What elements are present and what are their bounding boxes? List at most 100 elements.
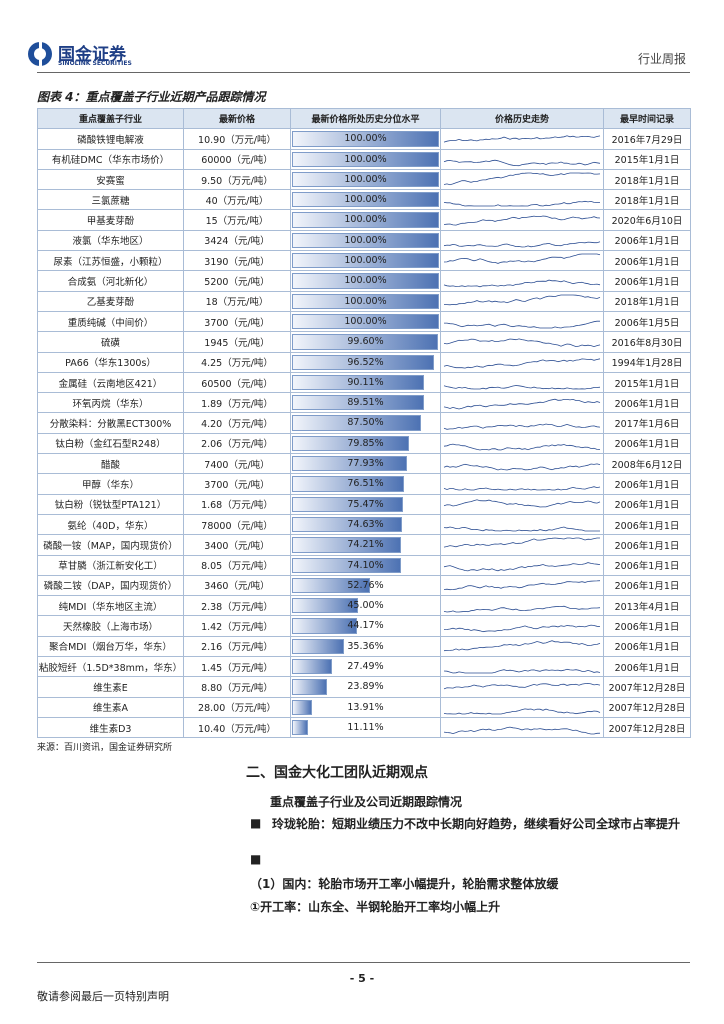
trend-cell: [440, 615, 604, 637]
sparkline: [443, 172, 601, 186]
percentile-cell: 100.00%: [290, 229, 441, 252]
percentile-bar: [292, 516, 402, 533]
sparkline: [443, 253, 601, 265]
percentile-cell: 11.11%: [290, 716, 441, 739]
sparkline-path: [443, 499, 601, 508]
name-cell: 聚合MDI（烟台万华，华东）: [37, 635, 184, 658]
percentile-bar: [292, 699, 313, 715]
date-cell: 2007年12月28日: [603, 676, 691, 698]
trend-cell: [440, 595, 604, 617]
sparkline: [443, 486, 601, 491]
percentile-label: 11.11%: [347, 721, 384, 733]
price-cell: 2.16（万元/吨）: [183, 635, 291, 658]
percentile-bar: [292, 638, 344, 655]
percentile-bar: [292, 618, 357, 634]
trend-cell: [440, 392, 604, 414]
name-cell: 合成氨（河北新化）: [37, 270, 184, 292]
sparkline-path: [443, 135, 601, 143]
price-cell: 8.80（万元/吨）: [183, 676, 291, 698]
percentile-cell: 27.49%: [290, 656, 441, 678]
percentile-label: 74.10%: [347, 559, 384, 571]
sparkline: [443, 640, 601, 651]
date-cell: 2006年1月1日: [603, 513, 691, 536]
percentile-label: 35.36%: [347, 640, 384, 652]
sparkline-path: [443, 561, 601, 571]
trend-cell: [440, 554, 604, 576]
percentile-cell: 74.63%: [290, 513, 441, 536]
paragraph: ①开工率：山东全、半钢轮胎开工率均小幅上升: [250, 900, 501, 914]
percentile-label: 89.51%: [347, 397, 384, 409]
percentile-label: 13.91%: [347, 701, 384, 713]
percentile-bar: [292, 171, 439, 188]
trend-cell: [440, 716, 604, 739]
sparkline-path: [443, 423, 601, 430]
sparkline: [443, 279, 601, 287]
percentile-label: 90.11%: [347, 376, 384, 388]
sparkline-path: [443, 358, 601, 369]
percentile-label: 75.47%: [347, 498, 384, 510]
percentile-bar: [292, 435, 410, 452]
section-title: 二、国金大化工团队近期观点: [246, 765, 428, 781]
date-cell: 2008年6月12日: [603, 453, 691, 475]
percentile-cell: 45.00%: [290, 595, 441, 617]
sparkline-path: [443, 580, 601, 591]
price-cell: 5200（元/吨）: [183, 270, 291, 292]
percentile-label: 45.00%: [347, 600, 384, 612]
percentile-cell: 100.00%: [290, 189, 441, 211]
percentile-label: 100.00%: [344, 255, 387, 267]
percentile-label: 77.93%: [347, 458, 384, 470]
percentile-cell: 74.10%: [290, 554, 441, 576]
percentile-cell: 75.47%: [290, 493, 441, 515]
sparkline-path: [443, 172, 601, 186]
price-cell: 40（万元/吨）: [183, 189, 291, 211]
name-cell: 液氯（华东地区）: [37, 229, 184, 252]
date-cell: 2007年12月28日: [603, 696, 691, 718]
percentile-label: 100.00%: [344, 194, 387, 206]
date-cell: 2018年1月1日: [603, 290, 691, 312]
price-cell: 3400（元/吨）: [183, 534, 291, 556]
sparkline: [443, 580, 601, 591]
price-cell: 2.38（万元/吨）: [183, 595, 291, 617]
trend-cell: [440, 493, 604, 515]
price-cell: 3424（元/吨）: [183, 229, 291, 252]
price-cell: 78000（元/吨）: [183, 513, 291, 536]
name-cell: 醋酸: [37, 453, 184, 475]
percentile-bar: [292, 151, 439, 167]
row: 有机硅DMC（华东市场价） 60000（元/吨） 100.00% 2015年1月1日: [37, 148, 691, 170]
sparkline-path: [443, 708, 601, 715]
trend-cell: [440, 473, 604, 495]
row: 乙基麦芽酚 18（万元/吨） 100.00% 2018年1月1日: [37, 290, 691, 312]
sparkline-path: [443, 253, 601, 265]
percentile-label: 99.60%: [347, 336, 384, 348]
sparkline-path: [443, 443, 601, 451]
percentile-bar: [292, 232, 439, 249]
percentile-cell: 96.52%: [290, 351, 441, 373]
row: 金属硅（云南地区421） 60500（元/吨） 90.11% 2015年1月1日: [37, 371, 691, 394]
paragraph: （1）国内：轮胎市场开工率小幅提升，轮胎需求整体放缓: [250, 877, 559, 891]
header-row: 重点覆盖子行业 最新价格 最新价格所处历史分位水平 价格历史走势 最早时间记录: [37, 107, 691, 130]
price-cell: 15（万元/吨）: [183, 209, 291, 231]
percentile-bar: [292, 598, 359, 614]
sparkline: [443, 726, 601, 735]
row: 聚合MDI（烟台万华，华东） 2.16（万元/吨） 35.36% 2006年1月1日: [37, 635, 691, 658]
price-cell: 1.89（万元/吨）: [183, 392, 291, 414]
bullet-text: 玲珑轮胎：短期业绩压力不改中长期向好趋势，继续看好公司全球市占率提升: [272, 817, 681, 831]
trend-cell: [440, 453, 604, 475]
percentile-cell: 100.00%: [290, 250, 441, 272]
percentile-cell: 100.00%: [290, 209, 441, 231]
trend-cell: [440, 656, 604, 678]
price-cell: 10.40（万元/吨）: [183, 716, 291, 739]
sparkline: [443, 135, 601, 143]
source: 来源：百川资讯，国金证券研究所: [37, 743, 173, 753]
row: 磷酸一铵（MAP，国内现货价） 3400（元/吨） 74.21% 2006年1月1日: [37, 534, 691, 556]
date-cell: 2013年4月1日: [603, 595, 691, 617]
price-cell: 1.42（万元/吨）: [183, 615, 291, 637]
percentile-label: 87.50%: [347, 417, 384, 429]
price-cell: 7400（元/吨）: [183, 453, 291, 475]
percentile-bar: [292, 476, 405, 492]
trend-cell: [440, 513, 604, 536]
row: 维生素A 28.00（万元/吨） 13.91% 2007年12月28日: [37, 696, 691, 718]
sparkline: [443, 708, 601, 715]
trend-cell: [440, 432, 604, 455]
sparkline: [443, 294, 601, 306]
